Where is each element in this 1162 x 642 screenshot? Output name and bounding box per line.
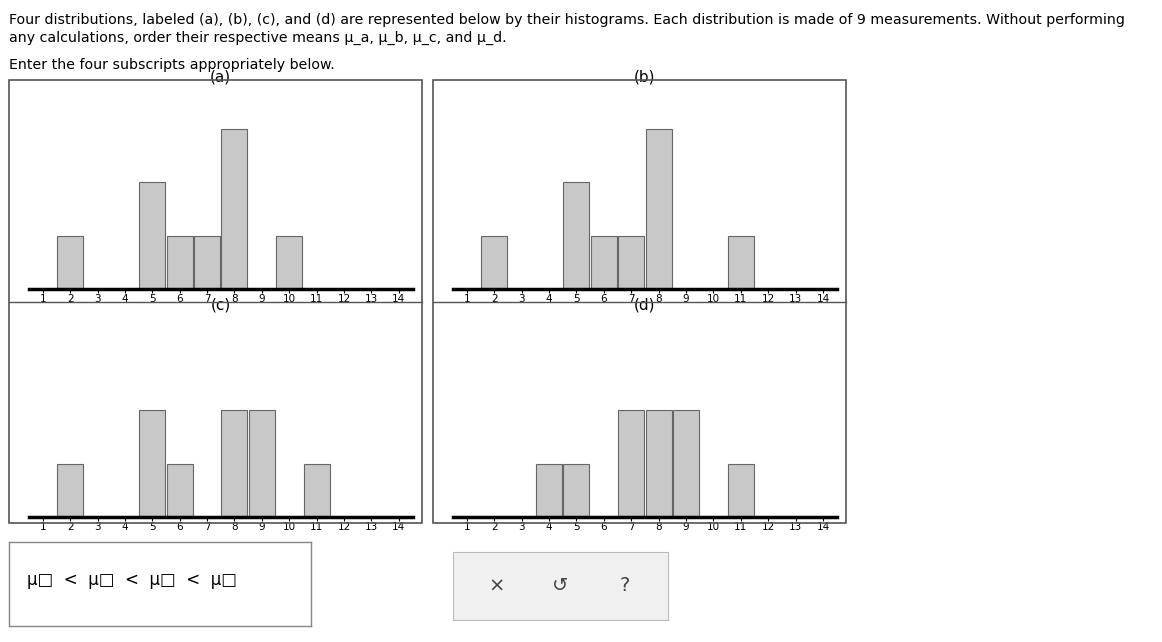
Bar [166,236,193,289]
Title: (c): (c) [210,297,231,312]
Bar [590,236,617,289]
Bar [249,410,275,517]
Bar [222,129,248,289]
Bar [646,410,672,517]
Text: any calculations, order their respective means μ_a, μ_b, μ_c, and μ_d.: any calculations, order their respective… [9,31,507,45]
Bar [139,182,165,289]
Bar [618,410,644,517]
Text: Four distributions, labeled (a), (b), (c), and (d) are represented below by thei: Four distributions, labeled (a), (b), (c… [9,13,1125,27]
Text: μ□  <  μ□  <  μ□  <  μ□: μ□ < μ□ < μ□ < μ□ [28,571,237,589]
Bar [564,182,589,289]
Text: ?: ? [621,577,630,595]
Text: ↺: ↺ [552,577,569,595]
Bar [139,410,165,517]
Text: ×: × [488,577,504,595]
Bar [222,410,248,517]
Bar [194,236,220,289]
Bar [303,464,330,517]
Title: (d): (d) [634,297,655,312]
Bar [727,236,754,289]
Title: (b): (b) [634,69,655,84]
Title: (a): (a) [210,69,231,84]
Bar [564,464,589,517]
Bar [166,464,193,517]
Bar [536,464,562,517]
Bar [57,464,84,517]
Bar [727,464,754,517]
Bar [277,236,302,289]
Text: Enter the four subscripts appropriately below.: Enter the four subscripts appropriately … [9,58,335,72]
Bar [481,236,508,289]
Bar [673,410,700,517]
Bar [618,236,644,289]
Bar [57,236,84,289]
Bar [646,129,672,289]
